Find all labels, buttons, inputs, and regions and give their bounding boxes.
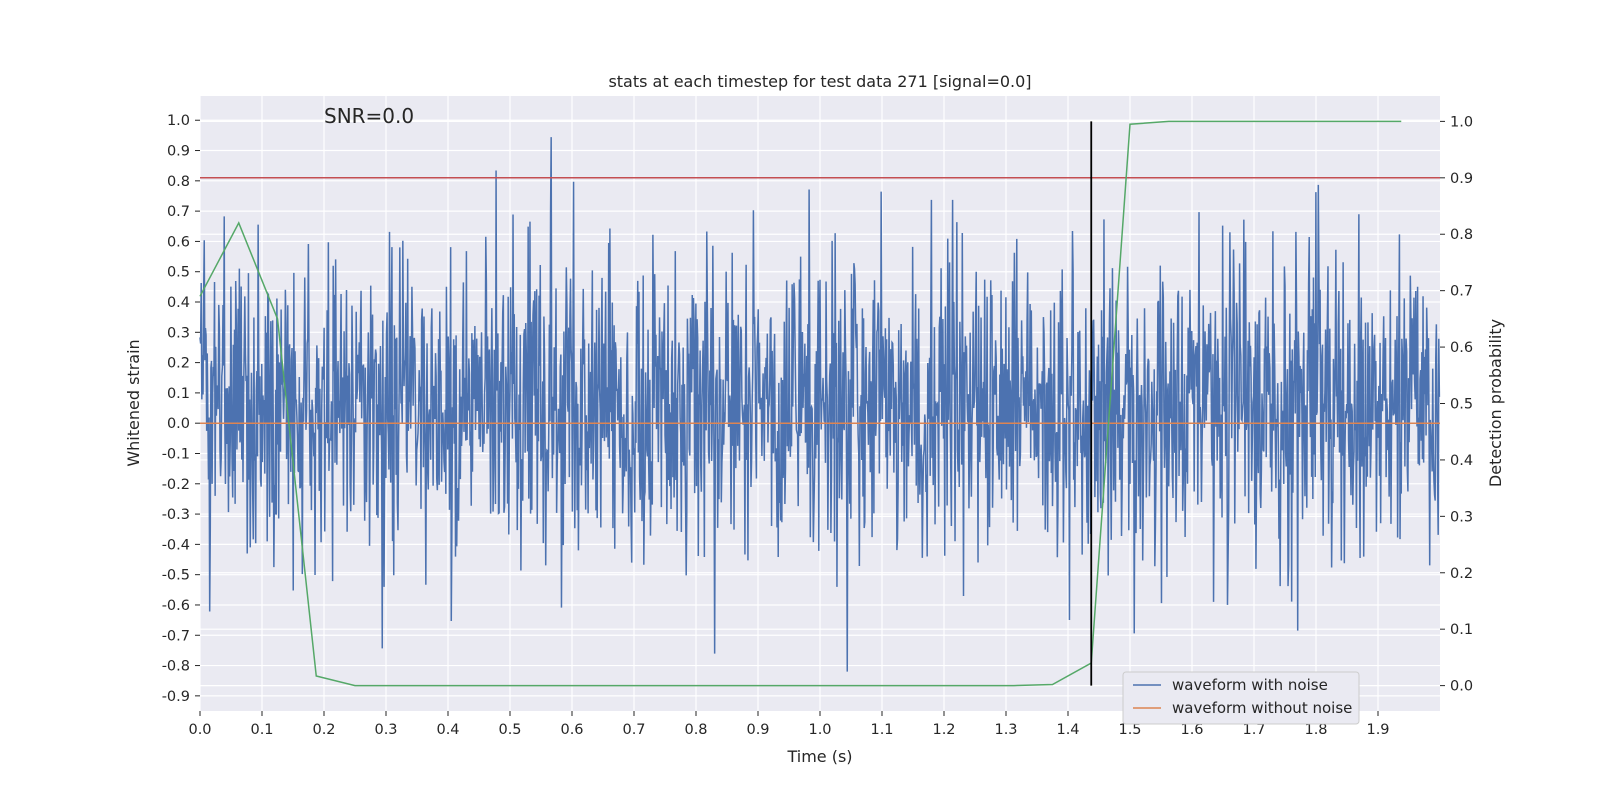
y2-tick-label: 0.9 (1450, 171, 1473, 187)
y2-axis-ticks: 0.0 0.1 0.2 0.3 0.4 0.5 0.6 0.7 0.8 0.9 1.0 (1440, 114, 1473, 695)
y2-tick-label: 0.0 (1450, 679, 1473, 695)
y-axis-ticks: -0.9 -0.8 -0.7 -0.6 -0.5 -0.4 -0.3 -0.2 -0.1 0.0 0… (162, 113, 200, 705)
x-tick-label: 0.0 (188, 722, 211, 738)
x-tick-label: 0.6 (560, 722, 583, 738)
series-detection-probability (199, 120, 1402, 687)
x-tick-label: 0.4 (436, 722, 459, 738)
y-tick-label: 0.9 (167, 144, 190, 160)
x-tick-label: 0.8 (684, 722, 707, 738)
y2-tick-label: 0.2 (1450, 566, 1473, 582)
snr-annotation: SNR=0.0 (324, 104, 414, 128)
y-tick-label: -0.7 (162, 628, 190, 644)
y2-tick-label: 0.4 (1450, 453, 1473, 469)
x-tick-label: 1.8 (1304, 722, 1327, 738)
x-tick-label: 1.7 (1242, 722, 1265, 738)
y-tick-label: -0.3 (162, 507, 190, 523)
y2-tick-label: 0.1 (1450, 622, 1473, 638)
y-tick-label: -0.9 (162, 689, 190, 705)
y-tick-label: 0.7 (167, 204, 190, 220)
x-tick-label: 0.1 (250, 722, 273, 738)
y2-tick-label: 0.5 (1450, 397, 1473, 413)
series-waveform-with-noise (199, 137, 1441, 672)
y-tick-label: -0.5 (162, 568, 190, 584)
y-tick-label: -0.1 (162, 446, 190, 462)
y-tick-label: 0.5 (167, 265, 190, 281)
x-tick-label: 0.3 (374, 722, 397, 738)
y-tick-label: 0.6 (167, 234, 190, 250)
x-tick-label: 1.0 (808, 722, 831, 738)
y-tick-label: -0.2 (162, 477, 190, 493)
x-tick-label: 1.2 (932, 722, 955, 738)
x-tick-label: 0.9 (746, 722, 769, 738)
y-tick-label: -0.8 (162, 659, 190, 675)
x-tick-label: 1.6 (1180, 722, 1203, 738)
y-tick-label: 0.8 (167, 174, 190, 190)
x-tick-label: 1.1 (870, 722, 893, 738)
x-tick-label: 0.2 (312, 722, 335, 738)
legend-label-waveform-without-noise: waveform without noise (1172, 699, 1352, 717)
y2-tick-label: 0.8 (1450, 227, 1473, 243)
y-tick-label: -0.6 (162, 598, 190, 614)
series-group (199, 120, 1441, 687)
y-axis-label: Whitened strain (124, 339, 143, 466)
y2-axis-label: Detection probability (1486, 319, 1505, 487)
legend-label-waveform-with-noise: waveform with noise (1172, 676, 1328, 694)
x-axis-label: Time (s) (786, 747, 852, 766)
x-tick-label: 1.3 (994, 722, 1017, 738)
x-tick-label: 1.9 (1366, 722, 1389, 738)
y-tick-label: 0.0 (167, 416, 190, 432)
x-tick-label: 0.7 (622, 722, 645, 738)
y2-tick-label: 0.7 (1450, 284, 1473, 300)
y-tick-label: 0.4 (167, 295, 190, 311)
legend: waveform with noise waveform without noi… (1122, 671, 1360, 725)
x-tick-label: 1.5 (1118, 722, 1141, 738)
x-tick-label: 1.4 (1056, 722, 1079, 738)
y-tick-label: 0.3 (167, 325, 190, 341)
x-tick-label: 0.5 (498, 722, 521, 738)
y2-tick-label: 1.0 (1450, 114, 1473, 130)
y-tick-label: 1.0 (167, 113, 190, 129)
y-tick-label: 0.1 (167, 386, 190, 402)
x-axis-ticks: 0.0 0.1 0.2 0.3 0.4 0.5 0.6 0.7 0.8 0.9 1.0 1.1 1.2 1… (188, 711, 1390, 738)
y-tick-label: 0.2 (167, 356, 190, 372)
y2-tick-label: 0.6 (1450, 340, 1473, 356)
y2-tick-label: 0.3 (1450, 509, 1473, 525)
y-tick-label: -0.4 (162, 537, 190, 553)
chart-title: stats at each timestep for test data 271… (608, 72, 1031, 91)
